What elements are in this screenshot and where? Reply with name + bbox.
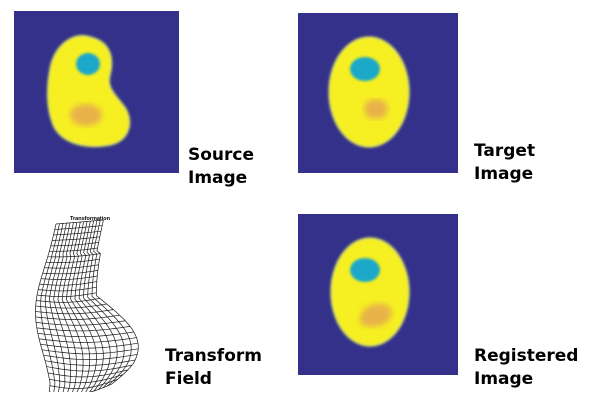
registered-image-panel (298, 214, 458, 375)
target-label-line1: Target (474, 141, 536, 161)
grid-column-line (87, 220, 125, 388)
registered-image (298, 214, 458, 375)
source-lesion (70, 104, 102, 126)
grid-row-line (35, 314, 120, 320)
grid-column-line (40, 223, 60, 392)
grid-row-line (36, 298, 100, 303)
registered-lesion (359, 303, 392, 327)
grid-column-line (83, 220, 118, 390)
registered-label-line2: Image (474, 369, 534, 389)
grid-column-line (61, 222, 84, 392)
grid-column-line (49, 223, 67, 392)
grid-column-line (78, 221, 111, 392)
grid-column-line (70, 221, 97, 392)
source-cyst (76, 53, 100, 75)
registered-cyst (350, 258, 380, 282)
source-label-line1: Source (188, 145, 255, 165)
target-image (298, 13, 458, 173)
source-image (14, 11, 179, 173)
target-lesion (364, 99, 388, 119)
transform-field-panel: Transformation (20, 212, 160, 392)
source-label-line2: Image (188, 168, 248, 188)
grid-column-line (44, 223, 64, 392)
target-caption: Target Image (474, 140, 535, 186)
grid-column-line (91, 220, 132, 387)
grid-row-line (35, 303, 107, 309)
grid-column-line (66, 221, 91, 392)
target-label-line2: Image (474, 164, 534, 184)
transform-label-line1: Transform (165, 346, 262, 366)
registered-caption: Registered Image (474, 345, 578, 391)
target-cyst (350, 57, 380, 81)
source-image-panel (14, 11, 179, 173)
transform-field: Transformation (35, 216, 139, 392)
grid-row-line (35, 309, 114, 315)
grid-column-line (57, 222, 78, 392)
transform-title: Transformation (70, 216, 111, 222)
grid-row-line (36, 320, 126, 326)
source-organ (46, 34, 131, 148)
grid-row-line (36, 326, 131, 332)
target-image-panel (298, 13, 458, 173)
grid-column-line (74, 221, 104, 392)
registered-label-line1: Registered (474, 346, 579, 366)
grid-row-line (49, 383, 113, 392)
transform-caption: Transform Field (165, 345, 262, 391)
target-organ (328, 36, 410, 148)
grid-column-line (95, 219, 139, 385)
grid-column-line (53, 222, 71, 392)
source-caption: Source Image (188, 144, 254, 190)
transform-label-line2: Field (165, 369, 212, 389)
deformation-grid (35, 219, 139, 392)
grid-column-line (35, 223, 57, 392)
grid-row-line (55, 219, 104, 225)
registered-organ (330, 237, 410, 347)
